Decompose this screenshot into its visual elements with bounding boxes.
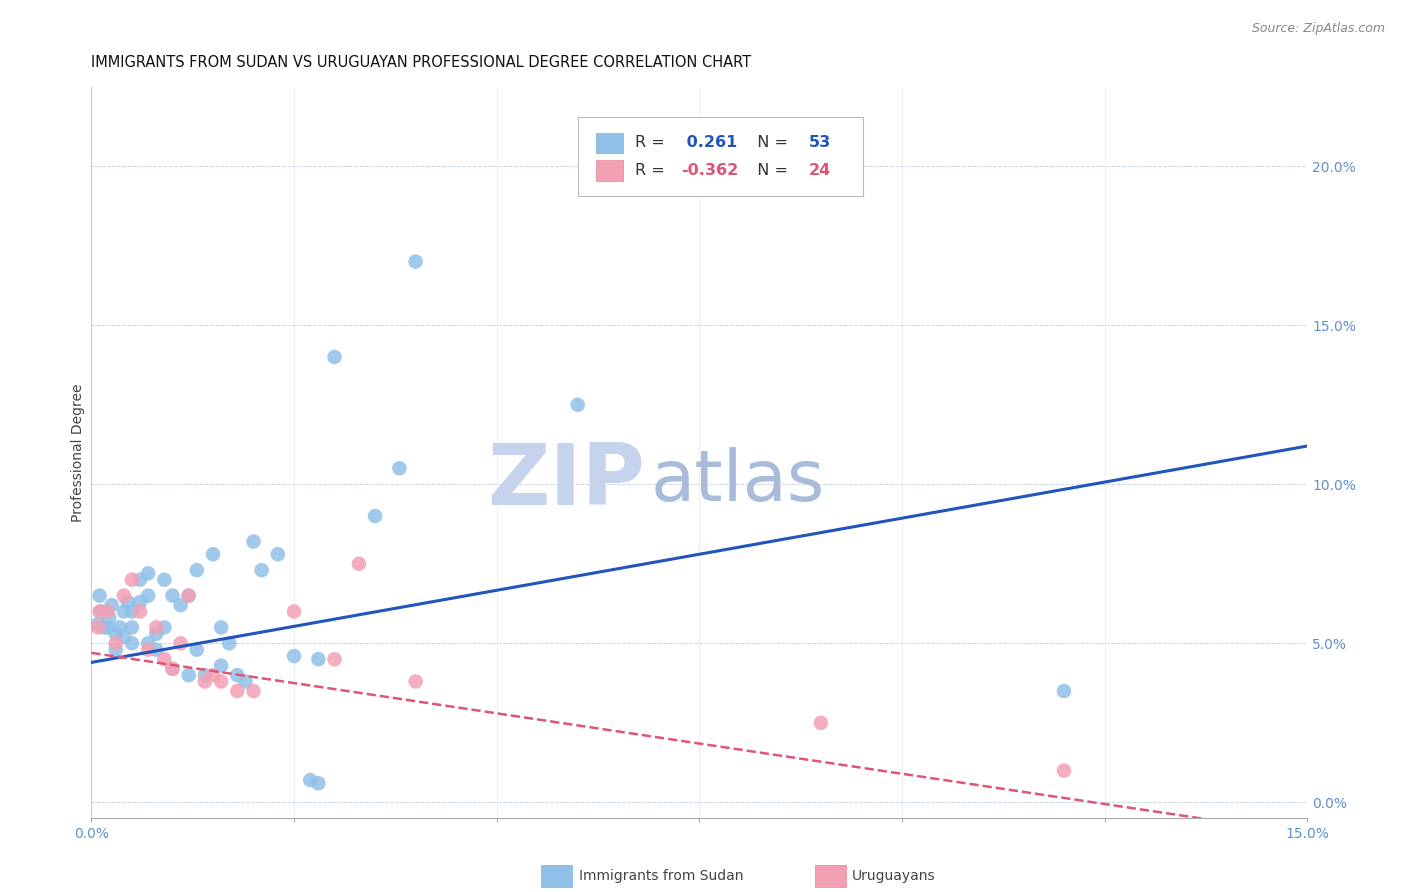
Point [145,620,167,634]
Point [145,642,167,657]
Point [100,598,122,612]
Text: IMMIGRANTS FROM SUDAN VS URUGUAYAN PROFESSIONAL DEGREE CORRELATION CHART: IMMIGRANTS FROM SUDAN VS URUGUAYAN PROFE… [91,55,752,70]
Point [162,662,184,676]
Point [121,636,143,650]
FancyBboxPatch shape [596,133,623,153]
Point [89,589,111,603]
Point [97,605,120,619]
Point [201,668,224,682]
Point [405,254,427,268]
Text: atlas: atlas [651,447,825,516]
Point [112,630,135,644]
Point [235,674,257,689]
Point [104,627,127,641]
Point [112,605,135,619]
Point [93,620,115,634]
Point [242,684,264,698]
Y-axis label: Professional Degree: Professional Degree [72,384,86,522]
Point [97,620,120,634]
Point [1053,764,1076,778]
Point [267,547,290,561]
Point [136,636,159,650]
Point [209,658,232,673]
Text: Uruguayans: Uruguayans [852,869,935,883]
Text: R =: R = [636,136,669,151]
Point [87,617,110,632]
Point [153,620,176,634]
Point [121,573,143,587]
Point [283,648,305,663]
Point [121,620,143,634]
Text: ZIP: ZIP [486,441,644,524]
Point [218,636,240,650]
Point [364,509,387,524]
Point [186,642,208,657]
Text: R =: R = [636,163,669,178]
Text: Source: ZipAtlas.com: Source: ZipAtlas.com [1251,22,1385,36]
Point [201,547,224,561]
Point [810,715,832,730]
Point [112,589,135,603]
Point [226,684,249,698]
Point [94,605,117,619]
Point [108,620,131,634]
Point [162,662,184,676]
Point [90,605,112,619]
Point [186,563,208,577]
Point [194,674,217,689]
Point [307,652,329,666]
Point [323,350,346,364]
Point [209,674,232,689]
Point [136,642,159,657]
Point [153,652,176,666]
Point [299,773,322,788]
Point [104,642,127,657]
Point [162,589,184,603]
Point [283,605,305,619]
Point [89,605,111,619]
FancyBboxPatch shape [596,161,623,181]
Point [129,605,152,619]
Text: -0.362: -0.362 [681,163,738,178]
Point [347,557,370,571]
FancyBboxPatch shape [578,118,863,196]
Point [98,611,121,625]
Point [136,566,159,581]
Point [169,636,191,650]
Point [307,776,329,790]
Point [567,398,589,412]
Point [87,620,110,634]
Point [323,652,346,666]
Text: 53: 53 [808,136,831,151]
Text: Immigrants from Sudan: Immigrants from Sudan [579,869,744,883]
Point [242,534,264,549]
Point [177,589,200,603]
Point [209,620,232,634]
Point [136,589,159,603]
Point [194,668,217,682]
Text: 24: 24 [808,163,831,178]
Point [129,573,152,587]
Text: N =: N = [747,136,793,151]
Point [250,563,273,577]
Point [153,573,176,587]
Point [145,627,167,641]
Point [226,668,249,682]
Point [1053,684,1076,698]
Point [117,595,139,609]
Text: 0.261: 0.261 [681,136,737,151]
Point [405,674,427,689]
Point [104,636,127,650]
Point [121,605,143,619]
Point [129,595,152,609]
Point [177,589,200,603]
Text: N =: N = [747,163,793,178]
Point [388,461,411,475]
Point [177,668,200,682]
Point [169,598,191,612]
